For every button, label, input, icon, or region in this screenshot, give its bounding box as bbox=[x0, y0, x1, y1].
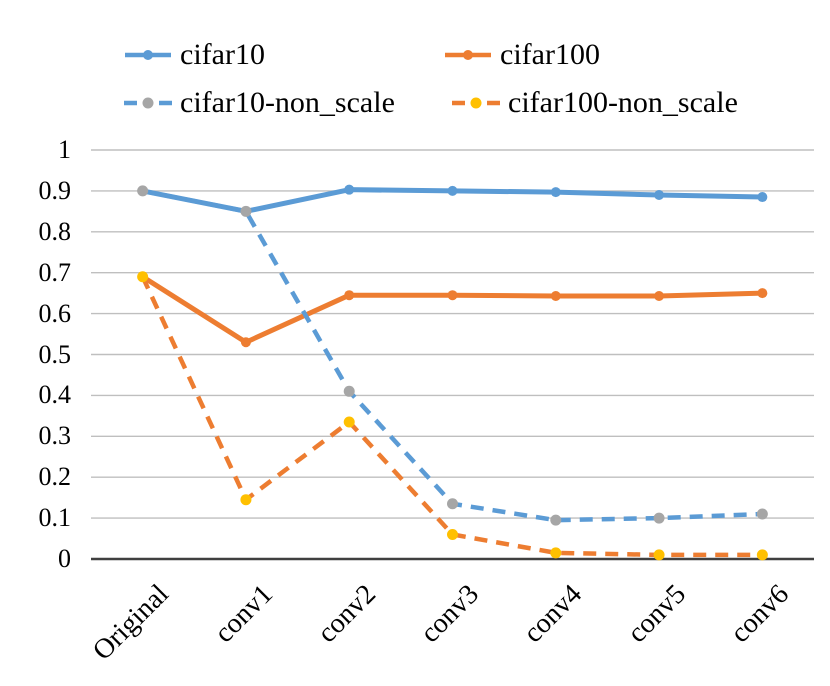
marker-cifar10 bbox=[757, 192, 768, 203]
legend-marker-dot bbox=[143, 50, 153, 60]
series-line-cifar100-non_scale bbox=[140, 275, 763, 558]
marker-cifar100 bbox=[447, 290, 458, 301]
marker-cifar100-non_scale bbox=[756, 549, 768, 561]
marker-cifar10-non_scale bbox=[137, 185, 149, 197]
legend-item-cifar10: cifar10 bbox=[124, 37, 265, 73]
legend-item-cifar10-non-scale: cifar10-non_scale bbox=[124, 85, 395, 121]
marker-cifar10-non_scale bbox=[756, 508, 768, 520]
marker-cifar100-non_scale bbox=[240, 494, 252, 506]
marker-cifar100 bbox=[240, 337, 251, 348]
marker-cifar10-non_scale bbox=[240, 205, 252, 217]
series-line-cifar100 bbox=[141, 274, 763, 345]
y-tick-label: 0.4 bbox=[38, 380, 72, 410]
legend-item-cifar100-non-scale: cifar100-non_scale bbox=[452, 85, 738, 121]
series-line-cifar10-non_scale bbox=[142, 188, 763, 523]
marker-cifar10-non_scale bbox=[343, 385, 355, 397]
y-tick-label: 1 bbox=[58, 135, 71, 164]
marker-cifar10-non_scale bbox=[550, 514, 562, 526]
marker-cifar10 bbox=[344, 184, 355, 195]
marker-cifar10-non_scale bbox=[447, 498, 458, 510]
marker-cifar100 bbox=[757, 288, 768, 299]
legend-item-cifar100: cifar100 bbox=[444, 37, 600, 73]
legend-marker-dot bbox=[470, 97, 482, 109]
y-tick-label: 0.8 bbox=[38, 216, 72, 246]
legend-label-cifar100: cifar100 bbox=[500, 38, 600, 71]
y-tick-label: 0.7 bbox=[38, 257, 72, 287]
legend-swatch-cifar100-non-scale bbox=[452, 96, 500, 110]
marker-cifar100-non_scale bbox=[137, 271, 149, 283]
marker-cifar100 bbox=[550, 291, 561, 302]
marker-cifar100 bbox=[654, 291, 665, 302]
legend-swatch-cifar10 bbox=[124, 48, 172, 62]
y-tick-label: 0.2 bbox=[38, 462, 72, 492]
marker-cifar100-non_scale bbox=[550, 547, 562, 559]
legend-label-cifar10-non-scale: cifar10-non_scale bbox=[180, 86, 395, 119]
legend: cifar10 cifar100 cifar10-non_scale bbox=[0, 0, 830, 130]
legend-label-cifar100-non-scale: cifar100-non_scale bbox=[508, 86, 738, 119]
legend-swatch-cifar10-non-scale bbox=[124, 96, 172, 110]
y-tick-label: 0.5 bbox=[38, 339, 72, 369]
legend-swatch-cifar100 bbox=[444, 48, 492, 62]
y-tick-label: 0.6 bbox=[38, 298, 72, 328]
legend-label-cifar10: cifar10 bbox=[180, 38, 265, 71]
legend-marker-dot bbox=[142, 97, 154, 109]
marker-cifar10-non_scale bbox=[653, 512, 665, 524]
marker-cifar10 bbox=[447, 185, 458, 196]
y-tick-label: 0.3 bbox=[38, 421, 72, 451]
legend-marker-dot bbox=[463, 50, 473, 60]
marker-cifar10 bbox=[654, 189, 665, 200]
marker-cifar100-non_scale bbox=[343, 416, 355, 428]
marker-cifar100-non_scale bbox=[653, 549, 665, 561]
marker-cifar10 bbox=[550, 187, 561, 198]
y-tick-label: 0.1 bbox=[38, 503, 72, 533]
y-tick-label: 0.9 bbox=[38, 175, 72, 205]
marker-cifar100 bbox=[344, 290, 355, 301]
marker-cifar100-non_scale bbox=[447, 528, 458, 540]
y-tick-label: 0 bbox=[58, 544, 71, 573]
